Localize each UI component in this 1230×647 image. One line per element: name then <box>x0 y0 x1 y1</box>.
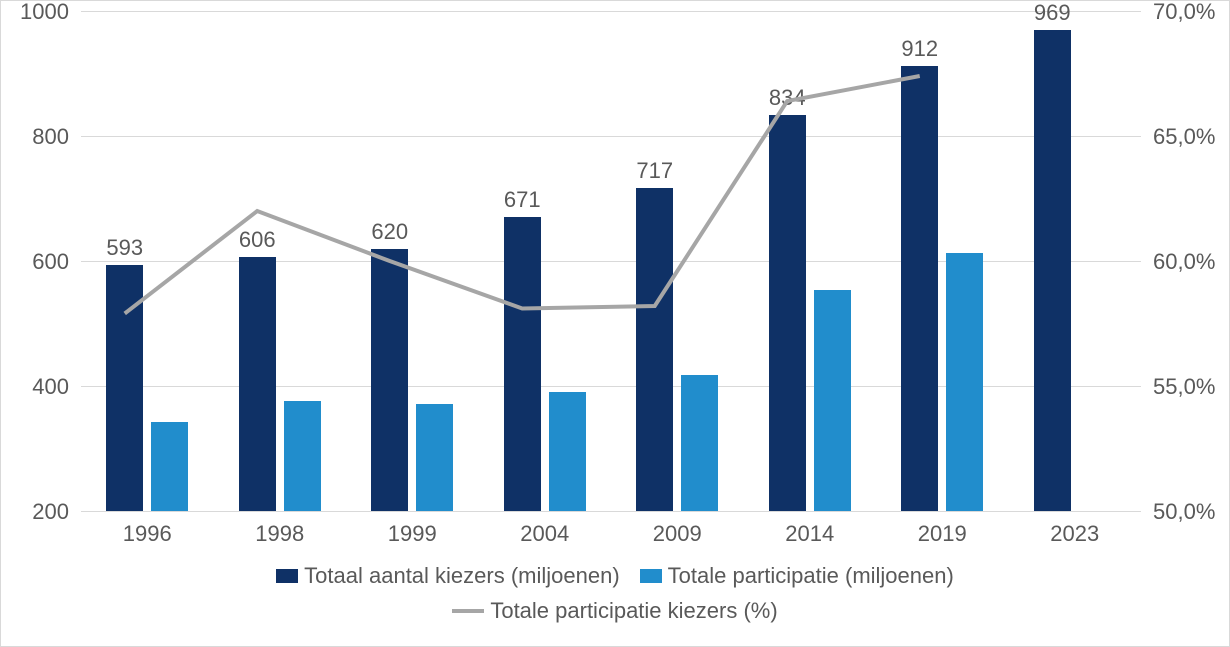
legend-swatch-line <box>452 609 484 613</box>
legend-swatch <box>276 569 298 583</box>
legend-item: Totale participatie (miljoenen) <box>640 561 954 591</box>
y-right-tick-label: 55,0% <box>1153 374 1215 400</box>
y-left-tick-label: 400 <box>32 374 69 400</box>
y-right-tick-label: 50,0% <box>1153 499 1215 525</box>
legend-row-1: Totaal aantal kiezers (miljoenen) Totale … <box>1 561 1229 591</box>
legend-label: Totale participatie (miljoenen) <box>668 561 954 591</box>
x-tick-label: 1998 <box>255 521 304 547</box>
x-tick-label: 2014 <box>785 521 834 547</box>
legend-label: Totaal aantal kiezers (miljoenen) <box>304 561 620 591</box>
y-right-tick-label: 60,0% <box>1153 249 1215 275</box>
x-tick-label: 2004 <box>520 521 569 547</box>
y-left-tick-label: 1000 <box>20 0 69 25</box>
x-tick-label: 2023 <box>1050 521 1099 547</box>
legend-item: Totale participatie kiezers (%) <box>452 596 777 626</box>
x-tick-label: 2019 <box>918 521 967 547</box>
y-right-tick-label: 70,0% <box>1153 0 1215 25</box>
legend: Totaal aantal kiezers (miljoenen) Totale … <box>1 561 1229 626</box>
legend-item: Totaal aantal kiezers (miljoenen) <box>276 561 620 591</box>
y-left-tick-label: 800 <box>32 124 69 150</box>
x-tick-label: 2009 <box>653 521 702 547</box>
legend-row-2: Totale participatie kiezers (%) <box>1 591 1229 626</box>
y-left-tick-label: 200 <box>32 499 69 525</box>
gridline <box>81 511 1141 512</box>
legend-label: Totale participatie kiezers (%) <box>490 596 777 626</box>
legend-swatch <box>640 569 662 583</box>
y-left-tick-label: 600 <box>32 249 69 275</box>
x-tick-label: 1999 <box>388 521 437 547</box>
participation-line <box>81 11 1141 511</box>
plot-area: 593606620671717834912969 <box>81 11 1141 511</box>
x-tick-label: 1996 <box>123 521 172 547</box>
voter-chart: 593606620671717834912969 200 400 600 800 100… <box>0 0 1230 647</box>
y-right-tick-label: 65,0% <box>1153 124 1215 150</box>
